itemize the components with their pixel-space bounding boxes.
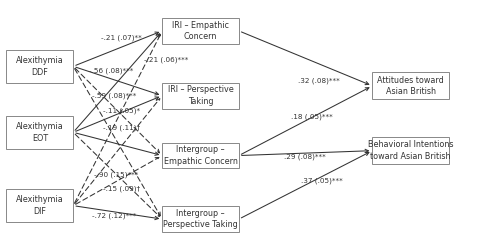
Text: -.56 (.08)***: -.56 (.08)***	[90, 68, 134, 74]
Text: .18 (.05)***: .18 (.05)***	[291, 113, 333, 120]
Text: -.21 (.07)**: -.21 (.07)**	[101, 35, 142, 42]
Text: -.15 (.09)†: -.15 (.09)†	[103, 185, 140, 192]
Text: Behavioral Intentions
toward Asian British: Behavioral Intentions toward Asian Briti…	[368, 140, 454, 161]
Text: .29 (.08)***: .29 (.08)***	[284, 154, 326, 160]
FancyBboxPatch shape	[372, 137, 449, 164]
Text: -.90 (.15)***: -.90 (.15)***	[94, 172, 138, 178]
FancyBboxPatch shape	[162, 83, 239, 108]
Text: Alexithymia
DIF: Alexithymia DIF	[16, 196, 64, 216]
Text: -.11 (.05)*: -.11 (.05)*	[103, 107, 140, 114]
FancyBboxPatch shape	[162, 18, 239, 44]
Text: -.21 (.06)***: -.21 (.06)***	[144, 57, 188, 64]
Text: .37 (.05)***: .37 (.05)***	[301, 178, 343, 184]
Text: -.19 (.11)†: -.19 (.11)†	[103, 124, 140, 131]
Text: .32 (.08)***: .32 (.08)***	[298, 78, 340, 84]
FancyBboxPatch shape	[162, 206, 239, 232]
FancyBboxPatch shape	[372, 72, 449, 99]
Text: -.59 (.08)***: -.59 (.08)***	[92, 92, 136, 99]
Text: IRI – Perspective
Taking: IRI – Perspective Taking	[168, 86, 234, 106]
Text: IRI – Empathic
Concern: IRI – Empathic Concern	[172, 21, 229, 41]
Text: Attitudes toward
Asian British: Attitudes toward Asian British	[378, 76, 444, 96]
Text: Intergroup –
Empathic Concern: Intergroup – Empathic Concern	[164, 145, 238, 166]
FancyBboxPatch shape	[6, 50, 73, 83]
Text: Intergroup –
Perspective Taking: Intergroup – Perspective Taking	[163, 209, 238, 229]
Text: Alexithymia
EOT: Alexithymia EOT	[16, 122, 64, 142]
FancyBboxPatch shape	[6, 116, 73, 149]
FancyBboxPatch shape	[6, 189, 73, 222]
Text: Alexithymia
DDF: Alexithymia DDF	[16, 56, 64, 76]
Text: -.72 (.12)***: -.72 (.12)***	[92, 212, 136, 219]
FancyBboxPatch shape	[162, 143, 239, 169]
